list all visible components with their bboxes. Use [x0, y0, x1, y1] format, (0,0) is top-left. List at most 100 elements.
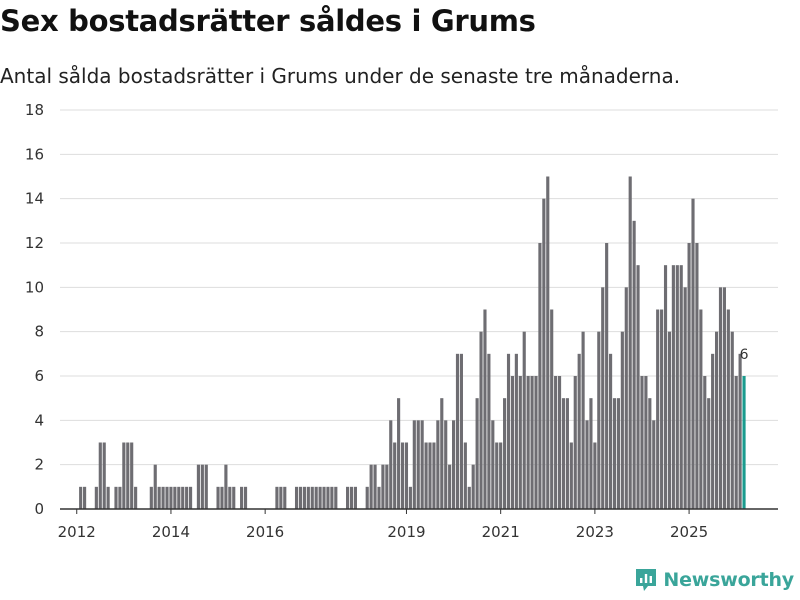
bar [554, 376, 558, 509]
bar [334, 486, 338, 509]
bar [161, 486, 165, 509]
bar [620, 331, 624, 509]
bar [349, 486, 354, 509]
bar [322, 486, 326, 509]
x-tick-label: 2014 [152, 523, 190, 541]
bar [534, 376, 538, 509]
chart-title: Sex bostadsrätter såldes i Grums [0, 4, 536, 38]
bar [220, 486, 224, 509]
bar [173, 486, 177, 509]
bar [467, 486, 471, 509]
bar [530, 376, 534, 509]
bar [699, 309, 703, 509]
bar [385, 464, 389, 509]
bar [679, 265, 683, 509]
x-tick-label: 2021 [482, 523, 520, 541]
bar [660, 309, 664, 509]
bar [177, 486, 181, 509]
bar [189, 486, 193, 509]
bar [346, 486, 350, 509]
bar [569, 442, 573, 509]
bar [228, 486, 232, 509]
bar [83, 486, 87, 509]
bar [118, 486, 122, 509]
bar [397, 398, 401, 509]
bar [542, 198, 546, 510]
y-tick-label: 10 [25, 278, 44, 296]
bar [420, 420, 424, 509]
bar [440, 398, 444, 509]
bar [98, 442, 102, 509]
bar [495, 442, 499, 509]
bar [707, 398, 711, 509]
bar [687, 243, 691, 509]
y-tick-label: 16 [25, 145, 44, 163]
bar [306, 486, 310, 509]
bar [200, 464, 204, 509]
bar [738, 353, 742, 509]
bar [204, 464, 208, 509]
bar [526, 376, 530, 509]
bar [695, 243, 699, 509]
bar [240, 486, 244, 509]
bar [412, 420, 416, 509]
bar [644, 376, 648, 509]
bar [503, 398, 507, 509]
bar [122, 442, 126, 509]
bar [185, 486, 189, 509]
bar [546, 176, 550, 509]
bar [294, 486, 299, 509]
bar [667, 331, 672, 509]
bar [310, 486, 314, 509]
brand-logo[interactable]: Newsworthy [635, 568, 794, 592]
y-tick-label: 0 [34, 500, 44, 518]
bar [106, 486, 110, 509]
y-tick-label: 6 [34, 367, 44, 385]
bar [79, 486, 83, 509]
bar [283, 486, 287, 509]
y-tick-label: 12 [25, 234, 44, 252]
x-tick-label: 2016 [246, 523, 284, 541]
bar [475, 398, 479, 509]
bar [538, 243, 542, 509]
bar [404, 442, 409, 509]
bar [557, 376, 562, 509]
bar [652, 420, 656, 509]
bar [224, 464, 228, 509]
bar [573, 376, 577, 509]
bar [483, 309, 487, 509]
bar [302, 486, 306, 509]
bar [565, 398, 569, 509]
y-tick-label: 18 [25, 101, 44, 119]
bar [432, 442, 436, 509]
bar [94, 486, 98, 509]
bar [671, 265, 675, 509]
bar [452, 420, 456, 509]
bar [275, 486, 279, 509]
bar [232, 486, 236, 509]
bar [126, 442, 130, 509]
bar [463, 442, 467, 509]
bar [491, 420, 495, 509]
bar [675, 265, 679, 509]
bar [605, 243, 609, 509]
bar [279, 486, 283, 509]
bar [393, 442, 397, 509]
bar [514, 353, 518, 509]
bar [703, 376, 707, 509]
bar [589, 398, 593, 509]
bar [181, 486, 185, 509]
bar [506, 353, 511, 509]
bar [298, 486, 303, 509]
bar [624, 287, 628, 509]
bar [157, 486, 161, 509]
bar [196, 464, 200, 509]
bar [130, 442, 134, 509]
bar [389, 420, 393, 509]
bar [612, 398, 617, 509]
bar [597, 331, 601, 509]
bar [726, 309, 730, 509]
x-tick-label: 2023 [576, 523, 614, 541]
bar [581, 331, 585, 509]
last-value-annotation: 6 [740, 347, 749, 363]
